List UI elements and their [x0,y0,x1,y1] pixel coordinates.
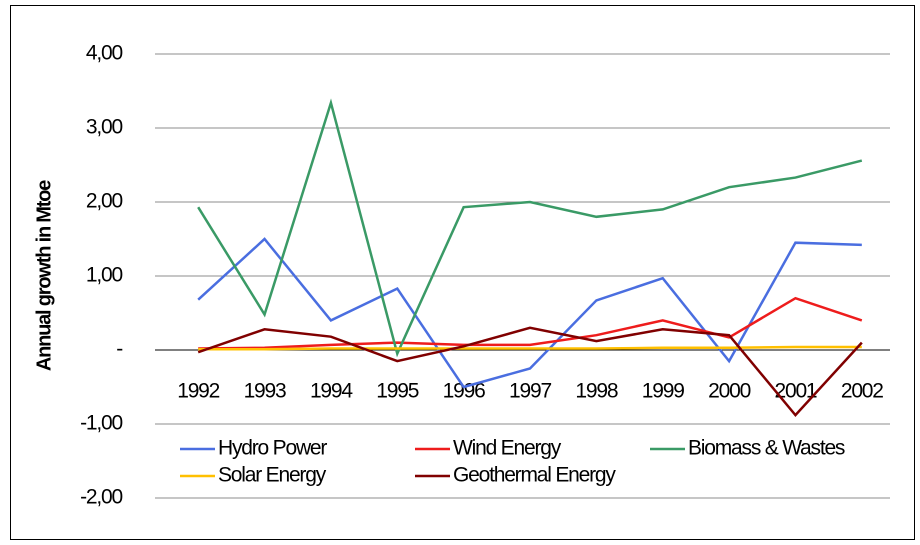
x-tick-label: 1993 [244,380,286,403]
x-tick-label: 2001 [774,380,816,403]
data-line [198,345,862,351]
y-axis-label: Annual growth in Mtoe [33,180,55,371]
x-tick-label: 1999 [642,380,684,403]
x-tick-label: 2000 [708,380,750,403]
legend-label: Biomass & Wastes [688,437,845,460]
y-tick-label: 4,00 [86,42,123,65]
legend-label: Solar Energy [218,464,327,487]
x-tick-label: 1996 [443,380,485,403]
x-tick-label: 1995 [376,380,418,403]
x-tick-label: 1998 [575,380,617,403]
y-tick-label: -1,00 [80,412,122,435]
x-tick-label: 2002 [841,380,883,403]
y-tick-label: 3,00 [86,116,123,139]
data-line [197,98,863,358]
y-tick-label: 2,00 [86,190,123,213]
y-tick-label: -2,00 [80,486,122,509]
data-line [198,296,863,350]
y-tick-label: 1,00 [86,264,123,287]
data-line [197,237,862,389]
chart-border [10,5,915,540]
x-tick-label: 1992 [177,380,219,403]
data-line [197,326,863,418]
legend-label: Hydro Power [218,437,327,460]
x-tick-label: 1994 [310,380,353,403]
legend-label: Geothermal Energy [453,464,616,487]
x-tick-label: 1997 [509,380,551,403]
y-tick-label: - [116,338,123,361]
legend-label: Wind Energy [453,437,562,460]
